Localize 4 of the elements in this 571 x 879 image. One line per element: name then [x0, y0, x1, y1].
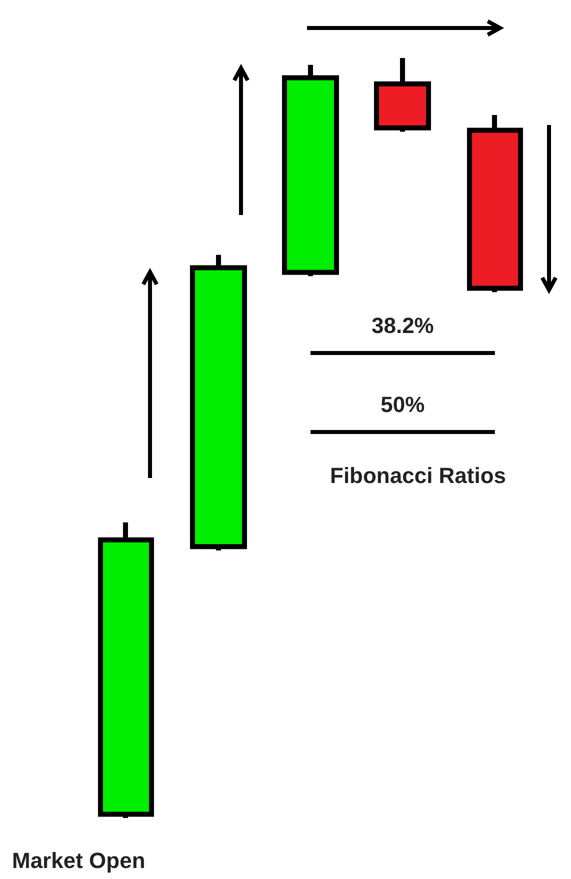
annotation: 50%: [380, 392, 425, 418]
text: Market Open: [12, 848, 146, 874]
annotation: Fibonacci Ratios: [330, 463, 506, 489]
annotation: 38.2%: [371, 312, 434, 339]
